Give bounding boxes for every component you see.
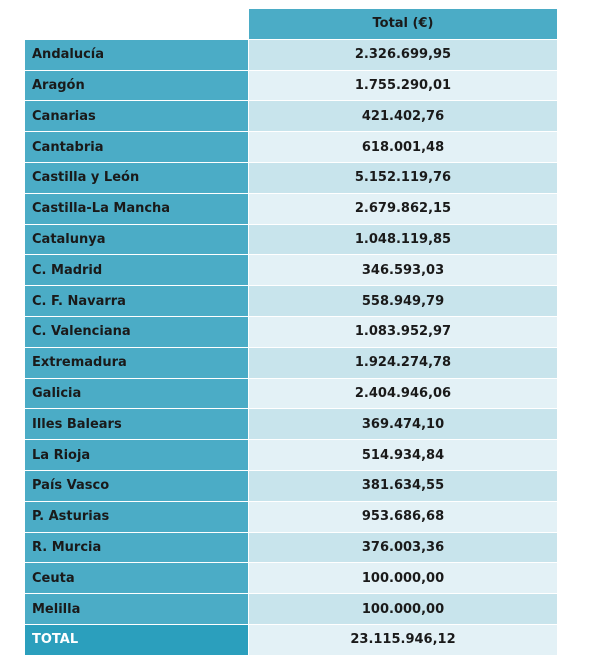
region-cell: Melilla <box>25 594 249 625</box>
total-cell: 1.048.119,85 <box>249 224 558 256</box>
region-cell: La Rioja <box>25 440 249 471</box>
region-cell: Ceuta <box>25 563 249 595</box>
region-cell: R. Murcia <box>25 532 249 564</box>
region-cell: Catalunya <box>25 224 249 256</box>
total-cell: 2.404.946,06 <box>249 378 558 410</box>
total-cell: 100.000,00 <box>249 563 558 595</box>
total-cell: 1.755.290,01 <box>249 70 558 102</box>
region-cell: País Vasco <box>25 470 249 502</box>
region-cell: Andalucía <box>25 39 249 71</box>
header-empty-cell <box>25 9 249 40</box>
total-cell: 558.949,79 <box>249 286 558 317</box>
total-cell: 953.686,68 <box>249 501 558 533</box>
total-cell: 2.326.699,95 <box>249 39 558 71</box>
region-cell: P. Asturias <box>25 501 249 533</box>
region-cell: C. Valenciana <box>25 316 249 348</box>
total-cell: 100.000,00 <box>249 594 558 625</box>
region-cell: Canarias <box>25 101 249 133</box>
total-cell: 514.934,84 <box>249 440 558 471</box>
total-cell: 2.679.862,15 <box>249 193 558 225</box>
total-cell: 381.634,55 <box>249 470 558 502</box>
region-cell: Extremadura <box>25 347 249 379</box>
total-cell: 369.474,10 <box>249 409 558 441</box>
total-cell: 346.593,03 <box>249 255 558 287</box>
total-cell: 1.924.274,78 <box>249 347 558 379</box>
regional-totals-table: Total (€) Andalucía 2.326.699,95 Aragón … <box>25 9 558 656</box>
total-column-header: Total (€) <box>249 9 558 40</box>
region-cell: Galicia <box>25 378 249 410</box>
total-row-label: TOTAL <box>25 624 249 656</box>
region-cell: Castilla-La Mancha <box>25 193 249 225</box>
region-cell: C. F. Navarra <box>25 286 249 317</box>
total-cell: 618.001,48 <box>249 132 558 163</box>
region-cell: Aragón <box>25 70 249 102</box>
total-cell: 1.083.952,97 <box>249 316 558 348</box>
total-cell: 376.003,36 <box>249 532 558 564</box>
grand-total-value: 23.115.946,12 <box>249 624 558 656</box>
region-cell: Cantabria <box>25 132 249 163</box>
region-cell: Illes Balears <box>25 409 249 441</box>
total-cell: 421.402,76 <box>249 101 558 133</box>
region-cell: Castilla y León <box>25 162 249 194</box>
region-cell: C. Madrid <box>25 255 249 287</box>
total-cell: 5.152.119,76 <box>249 162 558 194</box>
